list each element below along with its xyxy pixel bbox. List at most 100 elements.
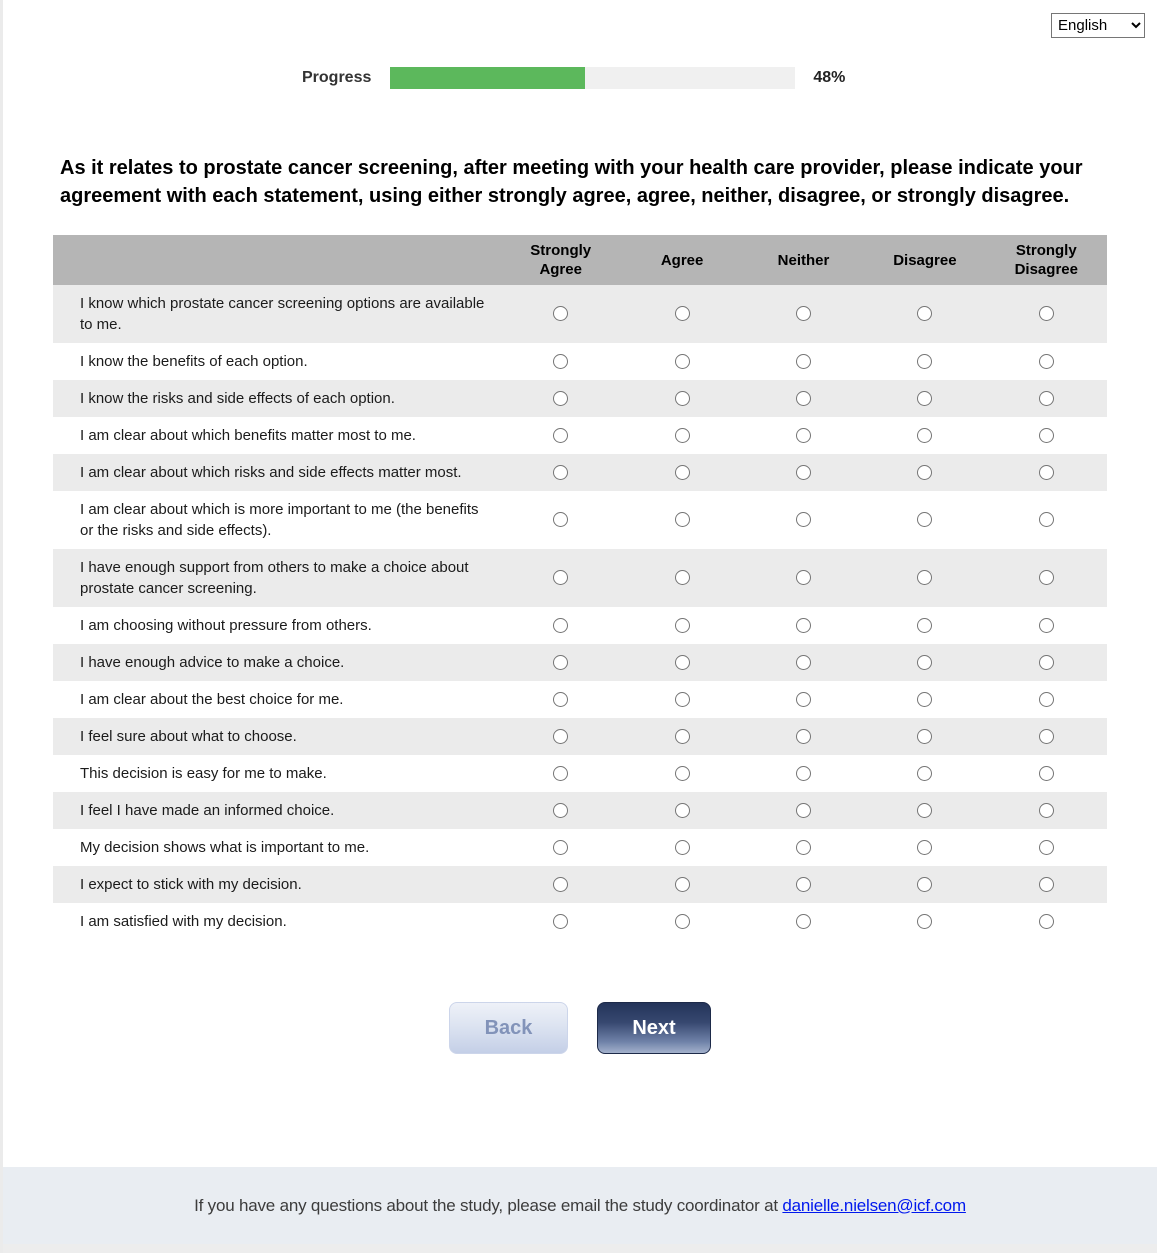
radio-cell[interactable] <box>621 285 742 343</box>
radio-neither[interactable] <box>795 306 811 322</box>
radio-strongly-agree[interactable] <box>553 802 569 818</box>
radio-cell[interactable] <box>500 491 621 549</box>
radio-cell[interactable] <box>743 285 864 343</box>
radio-strongly-disagree[interactable] <box>1038 876 1054 892</box>
radio-strongly-disagree[interactable] <box>1038 913 1054 929</box>
radio-strongly-agree[interactable] <box>553 654 569 670</box>
radio-cell[interactable] <box>864 491 985 549</box>
radio-neither[interactable] <box>795 390 811 406</box>
radio-neither[interactable] <box>795 570 811 586</box>
radio-cell[interactable] <box>500 681 621 718</box>
radio-cell[interactable] <box>500 792 621 829</box>
radio-agree[interactable] <box>674 691 690 707</box>
radio-strongly-disagree[interactable] <box>1038 464 1054 480</box>
radio-cell[interactable] <box>864 285 985 343</box>
radio-agree[interactable] <box>674 427 690 443</box>
radio-cell[interactable] <box>500 866 621 903</box>
radio-neither[interactable] <box>795 839 811 855</box>
radio-agree[interactable] <box>674 839 690 855</box>
radio-strongly-disagree[interactable] <box>1038 512 1054 528</box>
radio-cell[interactable] <box>743 829 864 866</box>
radio-cell[interactable] <box>500 829 621 866</box>
radio-cell[interactable] <box>743 903 864 940</box>
radio-cell[interactable] <box>864 792 985 829</box>
back-button[interactable]: Back <box>449 1002 568 1054</box>
radio-cell[interactable] <box>743 491 864 549</box>
radio-neither[interactable] <box>795 353 811 369</box>
radio-cell[interactable] <box>621 491 742 549</box>
radio-cell[interactable] <box>743 681 864 718</box>
radio-neither[interactable] <box>795 427 811 443</box>
radio-cell[interactable] <box>864 417 985 454</box>
radio-strongly-agree[interactable] <box>553 839 569 855</box>
radio-disagree[interactable] <box>917 306 933 322</box>
radio-disagree[interactable] <box>917 570 933 586</box>
radio-cell[interactable] <box>500 644 621 681</box>
radio-cell[interactable] <box>864 454 985 491</box>
radio-cell[interactable] <box>864 829 985 866</box>
radio-strongly-disagree[interactable] <box>1038 839 1054 855</box>
radio-cell[interactable] <box>864 343 985 380</box>
radio-neither[interactable] <box>795 913 811 929</box>
radio-cell[interactable] <box>743 549 864 607</box>
radio-disagree[interactable] <box>917 512 933 528</box>
radio-strongly-agree[interactable] <box>553 876 569 892</box>
radio-strongly-agree[interactable] <box>553 464 569 480</box>
radio-cell[interactable] <box>864 903 985 940</box>
radio-cell[interactable] <box>986 549 1107 607</box>
radio-cell[interactable] <box>986 718 1107 755</box>
radio-cell[interactable] <box>743 866 864 903</box>
radio-strongly-agree[interactable] <box>553 570 569 586</box>
radio-disagree[interactable] <box>917 390 933 406</box>
radio-cell[interactable] <box>500 417 621 454</box>
radio-cell[interactable] <box>986 681 1107 718</box>
radio-cell[interactable] <box>500 549 621 607</box>
radio-cell[interactable] <box>621 417 742 454</box>
radio-disagree[interactable] <box>917 913 933 929</box>
radio-cell[interactable] <box>743 343 864 380</box>
radio-strongly-disagree[interactable] <box>1038 654 1054 670</box>
radio-cell[interactable] <box>986 417 1107 454</box>
radio-cell[interactable] <box>621 380 742 417</box>
radio-cell[interactable] <box>743 792 864 829</box>
radio-cell[interactable] <box>743 755 864 792</box>
radio-cell[interactable] <box>621 454 742 491</box>
radio-strongly-disagree[interactable] <box>1038 390 1054 406</box>
radio-cell[interactable] <box>621 718 742 755</box>
radio-agree[interactable] <box>674 353 690 369</box>
radio-cell[interactable] <box>743 607 864 644</box>
radio-agree[interactable] <box>674 765 690 781</box>
radio-cell[interactable] <box>986 644 1107 681</box>
radio-cell[interactable] <box>864 607 985 644</box>
radio-cell[interactable] <box>621 607 742 644</box>
radio-strongly-disagree[interactable] <box>1038 427 1054 443</box>
radio-neither[interactable] <box>795 728 811 744</box>
radio-strongly-disagree[interactable] <box>1038 617 1054 633</box>
radio-neither[interactable] <box>795 802 811 818</box>
radio-cell[interactable] <box>986 491 1107 549</box>
radio-cell[interactable] <box>986 343 1107 380</box>
radio-cell[interactable] <box>986 866 1107 903</box>
radio-disagree[interactable] <box>917 691 933 707</box>
radio-cell[interactable] <box>864 549 985 607</box>
radio-agree[interactable] <box>674 390 690 406</box>
radio-strongly-agree[interactable] <box>553 512 569 528</box>
radio-cell[interactable] <box>500 454 621 491</box>
radio-cell[interactable] <box>500 285 621 343</box>
radio-strongly-agree[interactable] <box>553 765 569 781</box>
radio-cell[interactable] <box>986 792 1107 829</box>
radio-disagree[interactable] <box>917 654 933 670</box>
radio-agree[interactable] <box>674 512 690 528</box>
radio-cell[interactable] <box>621 755 742 792</box>
radio-cell[interactable] <box>621 549 742 607</box>
radio-cell[interactable] <box>621 866 742 903</box>
radio-cell[interactable] <box>621 903 742 940</box>
radio-strongly-agree[interactable] <box>553 913 569 929</box>
radio-strongly-disagree[interactable] <box>1038 306 1054 322</box>
radio-agree[interactable] <box>674 306 690 322</box>
radio-agree[interactable] <box>674 728 690 744</box>
radio-cell[interactable] <box>986 607 1107 644</box>
radio-strongly-disagree[interactable] <box>1038 691 1054 707</box>
radio-cell[interactable] <box>864 380 985 417</box>
radio-strongly-agree[interactable] <box>553 306 569 322</box>
